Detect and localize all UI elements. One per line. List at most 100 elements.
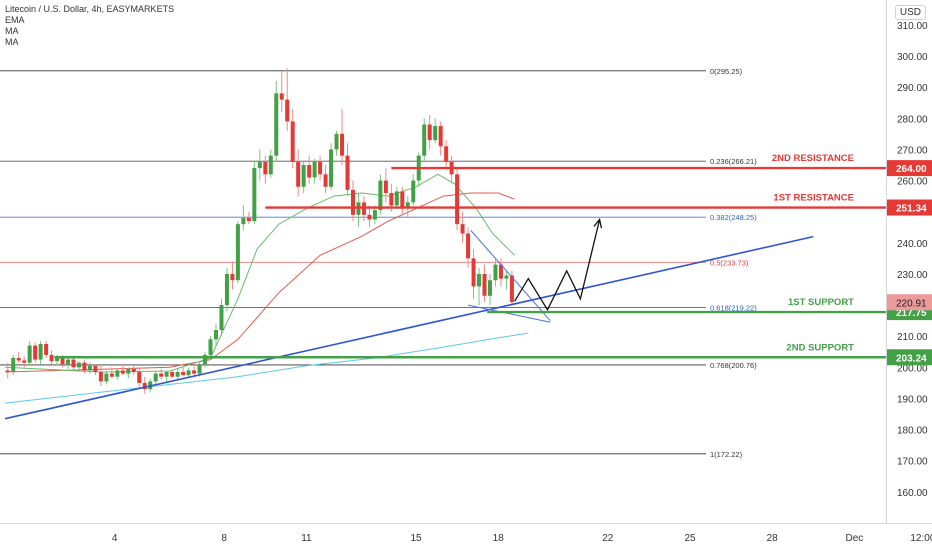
projection-path — [514, 219, 601, 312]
candle-body — [16, 358, 21, 361]
time-tick-label: 22 — [602, 533, 614, 544]
candle-body — [350, 189, 355, 215]
candle-body — [87, 365, 92, 371]
currency-button[interactable]: USD — [894, 5, 926, 20]
level-name: 2ND SUPPORT — [786, 342, 854, 353]
candle-body — [268, 155, 273, 175]
candle-body — [487, 280, 492, 296]
candle-body — [192, 370, 197, 374]
candle-body — [296, 161, 301, 187]
candle-body — [137, 372, 142, 383]
price-tick-label: 260.00 — [897, 177, 928, 188]
candle-body — [477, 273, 482, 287]
candle-body — [27, 345, 32, 363]
candle-body — [509, 275, 514, 302]
fib-label: 0.236(266.21) — [710, 157, 757, 166]
candle-body — [153, 373, 158, 382]
time-tick-label: 11 — [301, 533, 312, 544]
candle-body — [159, 373, 164, 377]
fibonacci-levels: 0(295.25) 0.236(266.21) 0.382(248.25) 0.5(2… — [0, 67, 757, 459]
price-tick-label: 280.00 — [897, 114, 928, 125]
candle-body — [55, 358, 60, 362]
candle-body — [345, 155, 350, 190]
candle-body — [274, 93, 279, 156]
price-tick-label: 300.00 — [897, 52, 928, 63]
symbol-title[interactable]: Litecoin / U.S. Dollar, 4h, EASYMARKETS — [5, 4, 175, 14]
candle-body — [175, 372, 180, 377]
candle-body — [367, 214, 372, 220]
ma-line-red — [4, 192, 515, 373]
price-tick-label: 290.00 — [897, 83, 928, 94]
candle-body — [383, 180, 388, 194]
candle-body — [71, 359, 76, 368]
candle-body — [208, 339, 213, 355]
candle-body — [219, 305, 224, 330]
candle-body — [246, 217, 251, 222]
candle-body — [312, 161, 317, 178]
indicator-ma-1[interactable]: MA — [5, 26, 19, 36]
candle-body — [120, 370, 125, 374]
price-tick-label: 230.00 — [897, 270, 928, 281]
candle-body — [307, 164, 312, 178]
ma-line-blue — [4, 332, 529, 404]
candle-body — [164, 372, 169, 377]
candle-body — [213, 329, 218, 340]
indicator-ema[interactable]: EMA — [5, 15, 25, 25]
candle-body — [33, 345, 38, 360]
projection-arrowhead — [593, 218, 603, 229]
price-tick-label: 210.00 — [897, 332, 928, 343]
candle-body — [411, 180, 416, 203]
candle-body — [170, 372, 175, 377]
price-tag-label: 203.24 — [896, 353, 927, 364]
current-price-tag — [887, 294, 932, 311]
wedge-lower-line — [467, 304, 551, 323]
time-tick-label: 25 — [684, 533, 696, 544]
time-tick-label: 15 — [410, 533, 422, 544]
fib-label: 0.5(233.73) — [710, 258, 749, 267]
time-tick-label: 12:00 — [910, 533, 932, 544]
indicators — [4, 173, 529, 404]
candle-body — [438, 126, 443, 147]
candle-body — [257, 161, 262, 169]
candle-body — [109, 373, 114, 377]
indicator-ma-2[interactable]: MA — [5, 37, 19, 47]
price-tick-label: 170.00 — [897, 457, 928, 468]
candle-body — [493, 264, 498, 281]
candlesticks — [5, 68, 514, 394]
drawings — [4, 218, 814, 420]
price-tag-label: 264.00 — [896, 164, 927, 175]
candle-body — [329, 149, 334, 187]
support-resistance-levels: 2ND RESISTANCE 1ST RESISTANCE 1ST SUPPORT 2… — [54, 153, 886, 359]
candle-body — [5, 370, 10, 373]
candle-body — [290, 121, 295, 162]
candle-body — [422, 124, 427, 156]
candle-body — [263, 161, 268, 175]
candle-body — [471, 258, 476, 287]
candle-body — [252, 168, 257, 222]
price-tag — [887, 199, 932, 216]
candle-body — [49, 354, 54, 362]
time-tick-label: 18 — [493, 533, 505, 544]
candle-body — [301, 164, 306, 187]
time-tick-label: 8 — [221, 533, 227, 544]
candle-body — [104, 373, 109, 382]
price-tick-label: 190.00 — [897, 394, 928, 405]
candle-body — [279, 93, 284, 100]
time-tick-label: Dec — [846, 533, 864, 544]
candle-body — [44, 343, 49, 355]
level-name: 2ND RESISTANCE — [772, 153, 854, 164]
candle-body — [197, 364, 202, 374]
candle-body — [38, 343, 43, 360]
candle-body — [235, 224, 240, 281]
candle-body — [60, 358, 65, 365]
price-tick-label: 180.00 — [897, 426, 928, 437]
chart-legend: Litecoin / U.S. Dollar, 4h, EASYMARKETS … — [5, 4, 174, 48]
candle-body — [126, 368, 131, 374]
candle-body — [76, 362, 81, 368]
candle-body — [498, 264, 503, 279]
